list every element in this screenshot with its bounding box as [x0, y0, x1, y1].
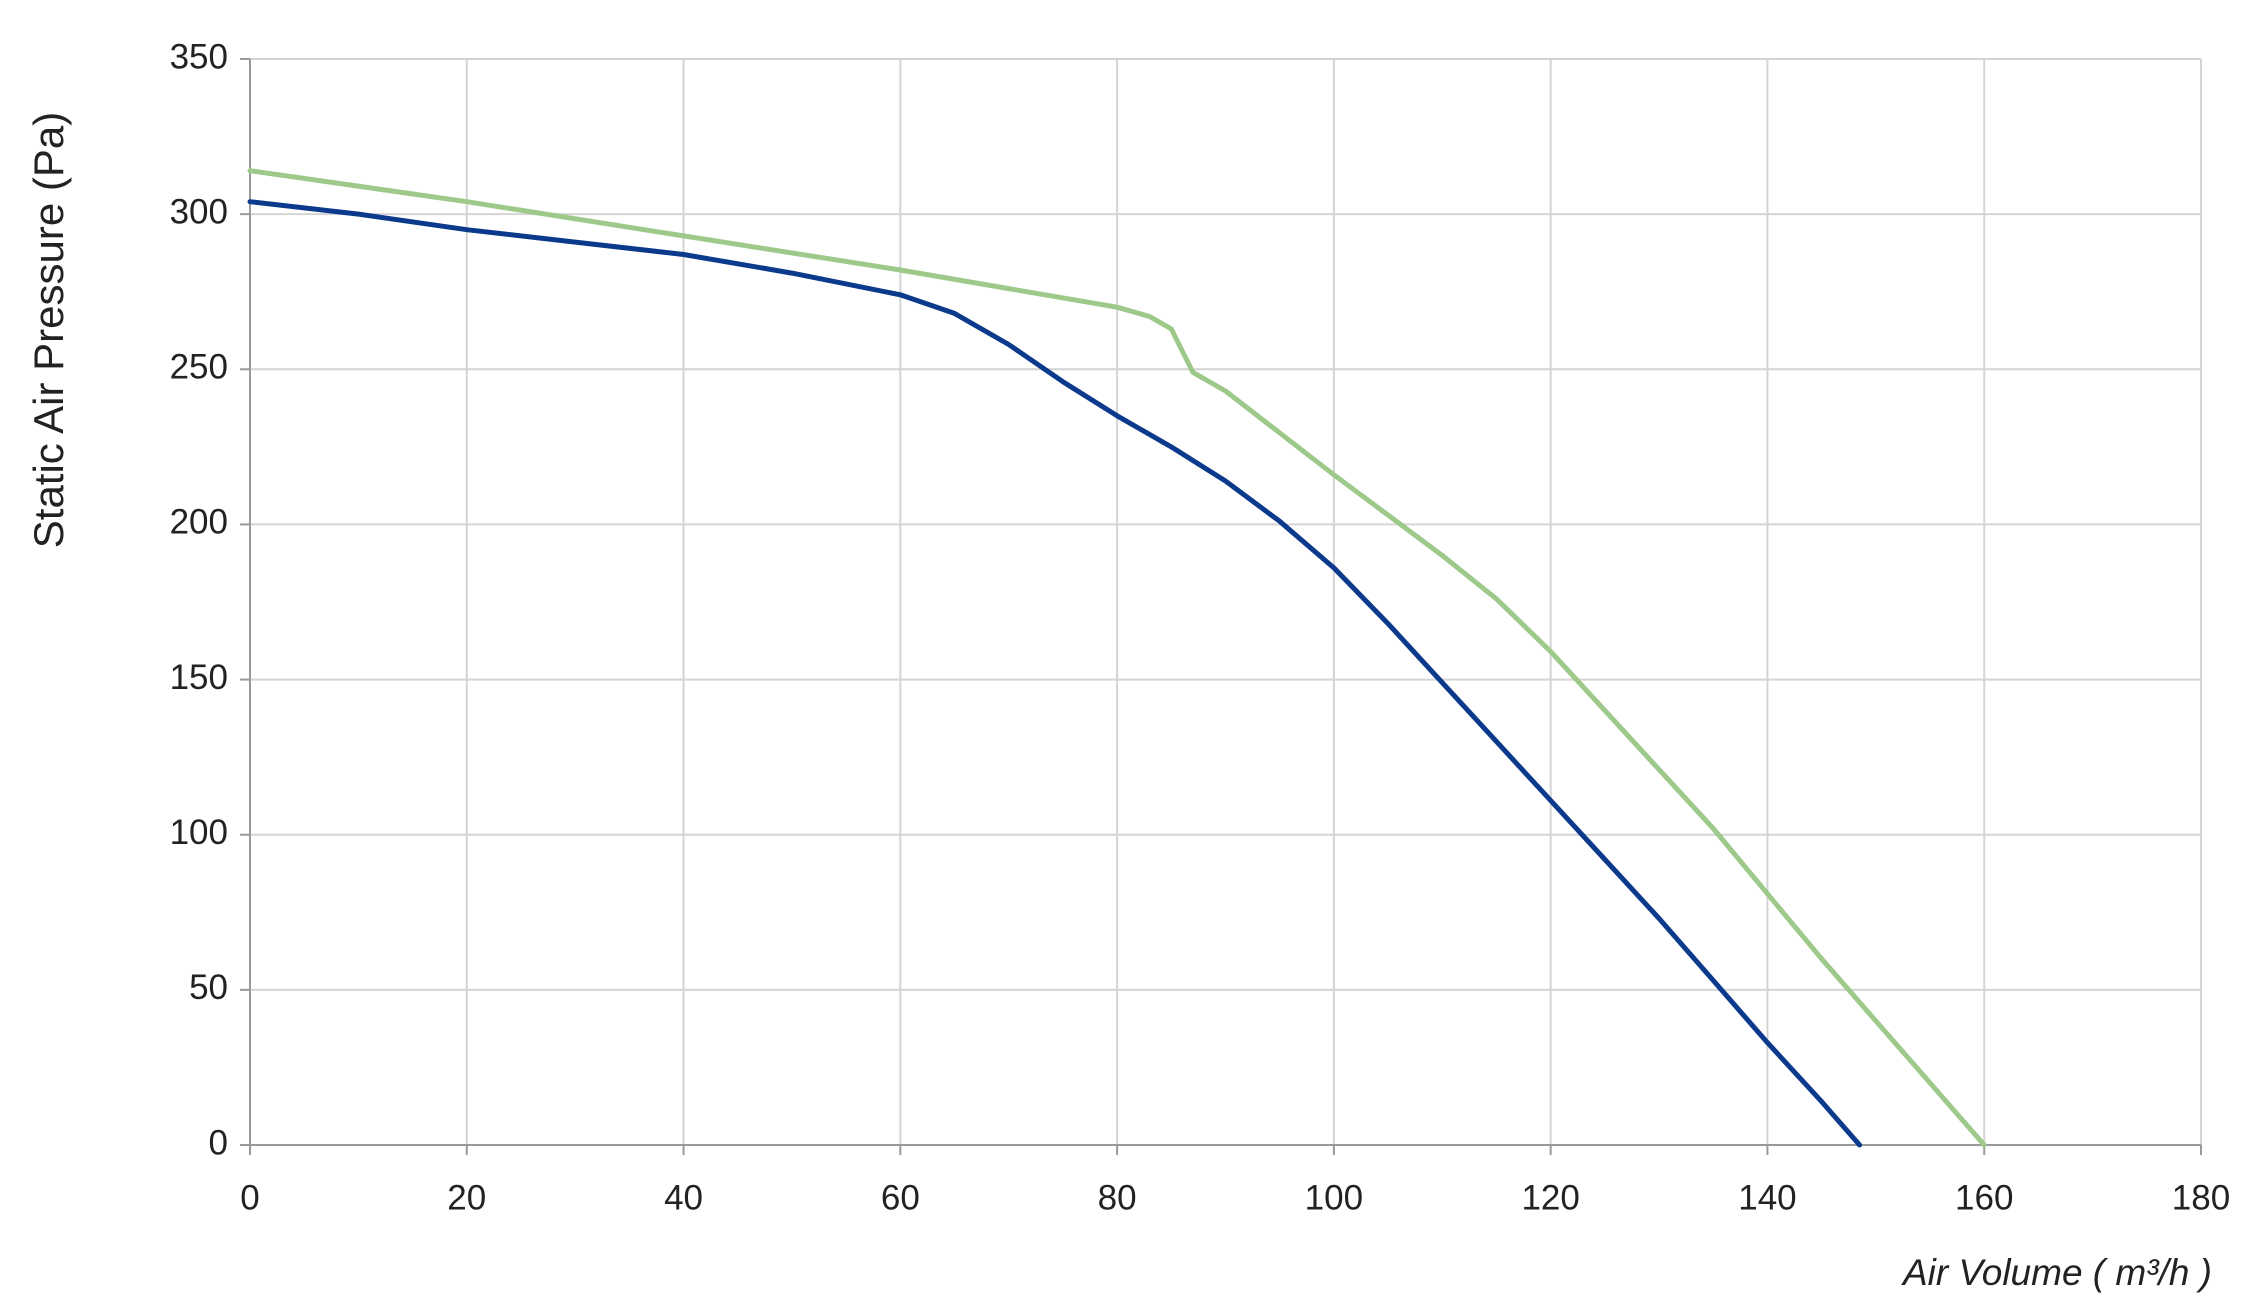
y-tick-label: 100: [170, 813, 228, 852]
x-tick-label: 180: [2172, 1178, 2230, 1217]
x-tick-label: 120: [1521, 1178, 1579, 1217]
y-tick-label: 350: [170, 37, 228, 76]
x-tick-label: 140: [1738, 1178, 1796, 1217]
x-tick-label: 0: [240, 1178, 259, 1217]
x-tick-label: 80: [1098, 1178, 1137, 1217]
y-tick-label: 50: [189, 968, 228, 1007]
x-tick-label: 100: [1305, 1178, 1363, 1217]
x-axis-label: Air Volume ( m³/h ): [1901, 1252, 2212, 1293]
series-line: [247, 199, 1863, 1148]
y-axis-label: Static Air Pressure (Pa): [25, 112, 72, 548]
y-tick-label: 250: [170, 348, 228, 387]
x-tick-label: 60: [881, 1178, 920, 1217]
x-tick-label: 20: [447, 1178, 486, 1217]
y-tick-label: 150: [170, 658, 228, 697]
x-tick-label: 160: [1955, 1178, 2013, 1217]
y-tick-label: 300: [170, 192, 228, 231]
y-tick-label: 200: [170, 503, 228, 542]
y-tick-label: 0: [209, 1123, 228, 1162]
x-tick-label: 40: [664, 1178, 703, 1217]
series-line: [247, 168, 1987, 1148]
